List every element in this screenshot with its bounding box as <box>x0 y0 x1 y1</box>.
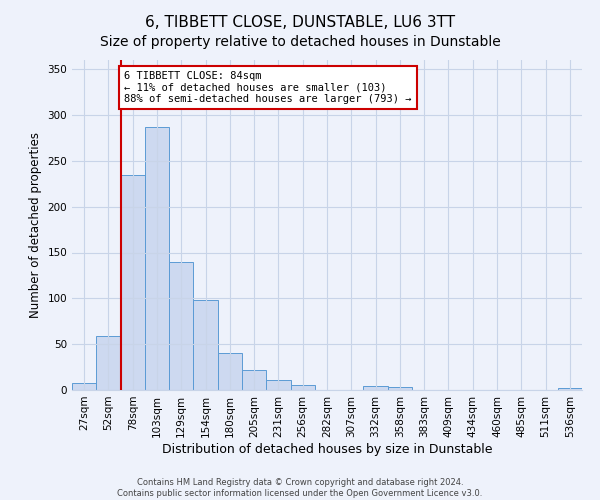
Bar <box>193 300 218 390</box>
Bar <box>169 262 193 390</box>
Text: Contains HM Land Registry data © Crown copyright and database right 2024.
Contai: Contains HM Land Registry data © Crown c… <box>118 478 482 498</box>
Bar <box>266 380 290 390</box>
Bar <box>145 127 169 390</box>
Bar <box>218 354 242 390</box>
Bar <box>72 382 96 390</box>
X-axis label: Distribution of detached houses by size in Dunstable: Distribution of detached houses by size … <box>162 442 492 456</box>
Text: Size of property relative to detached houses in Dunstable: Size of property relative to detached ho… <box>100 35 500 49</box>
Bar <box>96 336 121 390</box>
Bar <box>242 370 266 390</box>
Bar <box>558 388 582 390</box>
Y-axis label: Number of detached properties: Number of detached properties <box>29 132 42 318</box>
Text: 6, TIBBETT CLOSE, DUNSTABLE, LU6 3TT: 6, TIBBETT CLOSE, DUNSTABLE, LU6 3TT <box>145 15 455 30</box>
Text: 6 TIBBETT CLOSE: 84sqm
← 11% of detached houses are smaller (103)
88% of semi-de: 6 TIBBETT CLOSE: 84sqm ← 11% of detached… <box>124 71 412 104</box>
Bar <box>121 176 145 390</box>
Bar <box>388 387 412 390</box>
Bar <box>364 386 388 390</box>
Bar <box>290 386 315 390</box>
